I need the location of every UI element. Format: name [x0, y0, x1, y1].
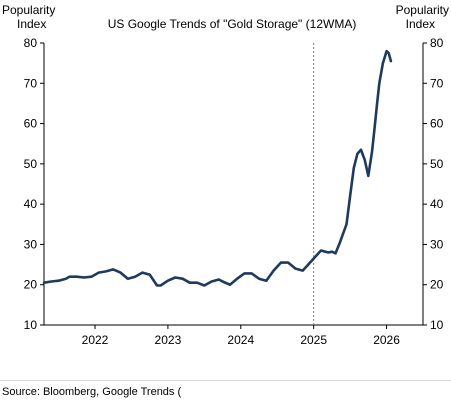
- y-tick-label-right: 30: [430, 237, 444, 251]
- y-tick-label-right: 70: [430, 76, 444, 90]
- x-tick-label: 2024: [227, 333, 254, 347]
- y-tick-label-left: 80: [24, 36, 38, 50]
- chart-title: US Google Trends of "Gold Storage" (12WM…: [108, 17, 357, 31]
- y-tick-label-left: 10: [24, 318, 38, 332]
- y-tick-label-right: 80: [430, 36, 444, 50]
- series-line: [42, 49, 393, 287]
- y-axis-label-left-line-1: Popularity: [2, 3, 55, 17]
- y-tick-label-left: 20: [24, 278, 38, 292]
- x-tick-label: 2026: [373, 333, 400, 347]
- y-tick-label-left: 70: [24, 76, 38, 90]
- y-tick-label-left: 30: [24, 237, 38, 251]
- y-tick-label-right: 60: [430, 117, 444, 131]
- y-tick-label-left: 50: [24, 157, 38, 171]
- footer-divider: [0, 380, 451, 381]
- source-note: Source: Bloomberg, Google Trends (: [2, 386, 182, 398]
- x-tick-label: 2023: [155, 333, 182, 347]
- y-tick-label-right: 50: [430, 157, 444, 171]
- y-tick-label-right: 40: [430, 197, 444, 211]
- y-axis-label-left-line-2: Index: [17, 17, 46, 31]
- y-tick-label-right: 10: [430, 318, 444, 332]
- y-axis-label-right-line-1: Popularity: [396, 3, 449, 17]
- y-axis-label-right-line-2: Index: [406, 17, 435, 31]
- y-tick-label-left: 40: [24, 197, 38, 211]
- y-tick-label-right: 20: [430, 278, 444, 292]
- plot-area: 10 10 20 20 30 30 40 40 50 50 60 60 70 70 80 80 2022 2023…: [24, 36, 444, 347]
- x-tick-label: 2025: [300, 333, 327, 347]
- line-chart: Popularity Index Popularity Index US Goo…: [2, 3, 449, 347]
- y-tick-label-left: 60: [24, 117, 38, 131]
- x-tick-label: 2022: [82, 333, 109, 347]
